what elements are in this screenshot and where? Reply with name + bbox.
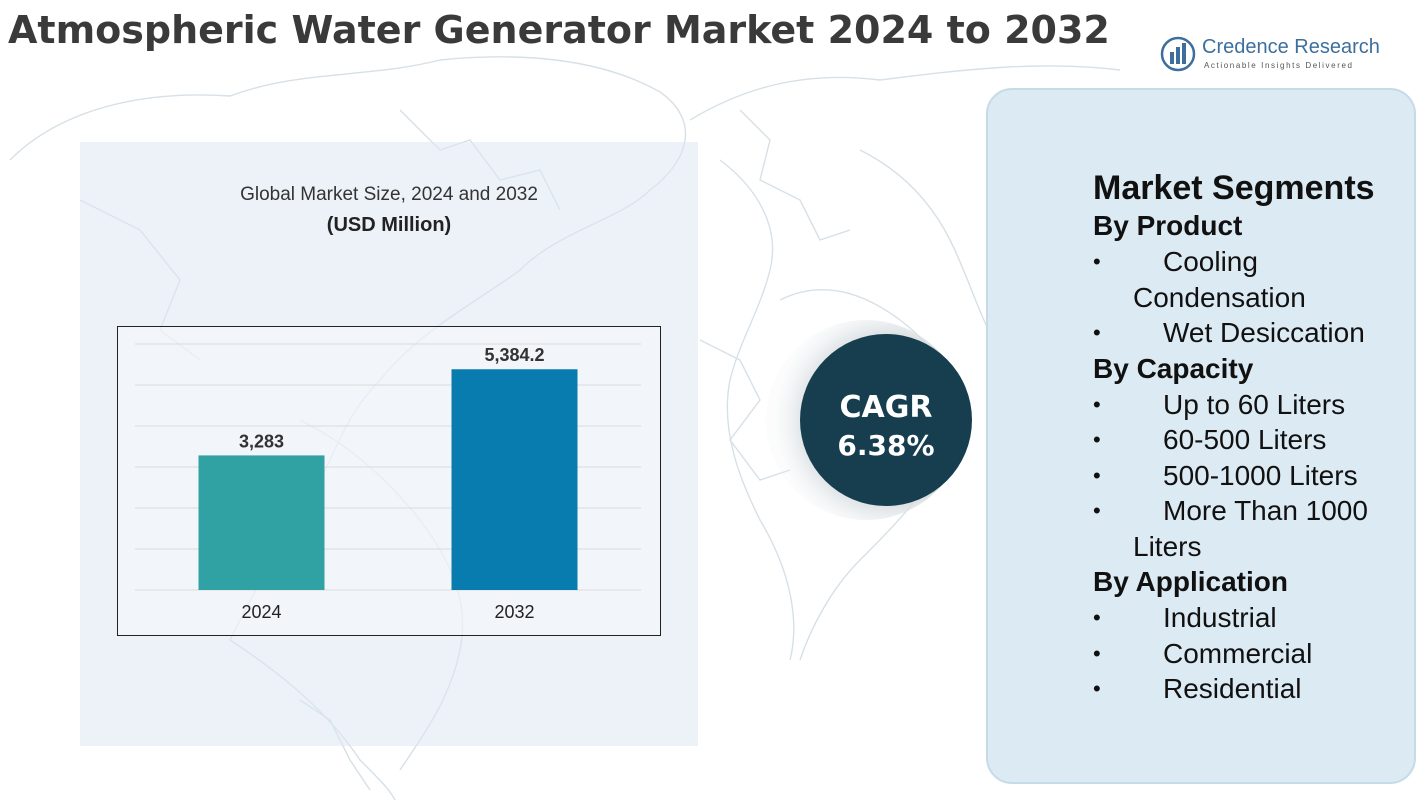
segments-heading: Market Segments (1093, 169, 1375, 207)
segment-item: • 500-1000 Liters (1093, 458, 1413, 494)
segment-group-product: By Product • Cooling Condensation • Wet De… (1093, 208, 1413, 351)
data-label-2032: 5,384.2 (484, 345, 544, 365)
segment-group-application: By Application • Industrial • Commercial •… (1093, 564, 1413, 707)
segment-item: • 60-500 Liters (1093, 422, 1413, 458)
segment-item-label: More Than 1000 Liters (1133, 495, 1368, 562)
segment-item-label: 60-500 Liters (1163, 424, 1327, 455)
bar-chart: 3,283 2024 5,384.2 2032 (135, 343, 641, 622)
segment-item: • Commercial (1093, 636, 1413, 672)
cagr-badge (766, 320, 972, 520)
brand-logo: Credence Research Actionable Insights De… (1160, 34, 1400, 74)
bullet-icon: • (1093, 498, 1101, 523)
page-title: Atmospheric Water Generator Market 2024 … (8, 8, 1110, 52)
brand-tagline: Actionable Insights Delivered (1204, 61, 1354, 70)
x-tick-label-2024: 2024 (241, 602, 281, 622)
segments-panel (986, 88, 1416, 784)
segment-item-label: Cooling Condensation (1133, 246, 1306, 313)
bullet-icon: • (1093, 427, 1101, 452)
segment-item-label: Residential (1163, 673, 1302, 704)
bullet-icon: • (1093, 249, 1101, 274)
cagr-circle (800, 334, 972, 506)
bar-chart-logo-icon (1160, 36, 1196, 72)
segment-group-title: By Capacity (1093, 352, 1254, 384)
segment-group-title: By Product (1093, 210, 1243, 241)
cagr-value: 6.38% (837, 429, 935, 462)
segment-group-capacity: By Capacity • Up to 60 Liters • 60-500 Lit… (1093, 351, 1413, 565)
x-tick-label-2032: 2032 (494, 602, 534, 622)
bullet-icon: • (1093, 676, 1101, 701)
segment-item: • Cooling Condensation (1093, 244, 1413, 315)
bullet-icon: • (1093, 462, 1101, 488)
segment-item-label: 500-1000 Liters (1163, 459, 1358, 491)
segment-item-label: Up to 60 Liters (1163, 388, 1346, 420)
segment-item: • More Than 1000 Liters (1093, 493, 1413, 564)
segment-item-label: Wet Desiccation (1163, 317, 1365, 348)
bar-2032 (451, 369, 578, 590)
bar-2024 (198, 455, 325, 590)
segment-item: • Up to 60 Liters (1093, 387, 1413, 423)
segment-item: • Industrial (1093, 600, 1413, 636)
segment-item-label: Industrial (1163, 602, 1277, 633)
segments-content: Market Segments By Product • Cooling Cond… (1093, 168, 1413, 707)
chart-title: Global Market Size, 2024 and 2032 (240, 184, 538, 205)
chart-unit: (USD Million) (326, 214, 452, 236)
data-label-2024: 3,283 (239, 431, 284, 451)
segment-item-label: Commercial (1163, 637, 1313, 669)
segment-item: • Wet Desiccation (1093, 315, 1413, 351)
chart-panel (80, 142, 698, 746)
segment-group-title: By Application (1093, 566, 1288, 597)
brand-name: Credence Research (1202, 36, 1380, 58)
bullet-icon: • (1093, 640, 1101, 666)
segment-item: • Residential (1093, 671, 1413, 707)
bullet-icon: • (1093, 391, 1101, 417)
bullet-icon: • (1093, 320, 1101, 345)
bullet-icon: • (1093, 605, 1101, 630)
cagr-label: CAGR (839, 390, 933, 425)
